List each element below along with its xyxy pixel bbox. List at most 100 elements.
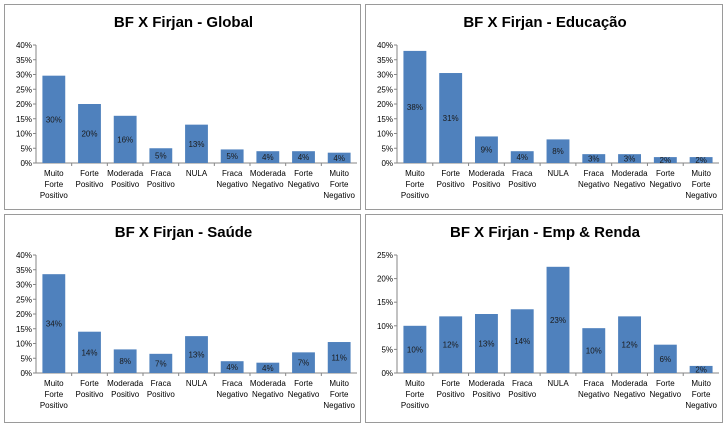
data-label: 4% <box>226 363 238 372</box>
y-tick-label: 0% <box>20 159 32 168</box>
y-tick-label: 15% <box>16 325 32 334</box>
x-category-label: Fraca Positivo <box>508 379 537 399</box>
y-tick-label: 10% <box>16 340 32 349</box>
x-category-label: Forte Positivo <box>437 169 466 189</box>
x-category-label: Forte Negativo <box>288 379 320 399</box>
data-label: 10% <box>586 347 602 356</box>
data-label: 3% <box>588 155 600 164</box>
bar <box>689 157 713 163</box>
y-tick-label: 15% <box>377 115 393 124</box>
data-label: 2% <box>695 365 707 374</box>
y-tick-label: 0% <box>381 159 393 168</box>
bar <box>42 75 66 163</box>
data-label: 16% <box>117 135 133 144</box>
chart-title: BF X Firjan - Educação <box>463 14 626 31</box>
x-category-label: Muito Forte Positivo <box>401 379 430 410</box>
y-tick-label: 20% <box>16 100 32 109</box>
bar <box>510 309 534 373</box>
bar <box>113 349 137 373</box>
x-category-label: Moderada Positivo <box>107 169 144 189</box>
y-tick-label: 30% <box>16 71 32 80</box>
chart-title: BF X Firjan - Global <box>114 14 253 31</box>
y-tick-label: 20% <box>377 100 393 109</box>
data-label: 23% <box>550 316 566 325</box>
y-tick-label: 10% <box>377 130 393 139</box>
x-category-label: Moderada Negativo <box>250 169 287 189</box>
chart-panel-emp-renda: BF X Firjan - Emp & Renda 0% 5% 10% 15% 20% 25… <box>365 214 723 423</box>
data-label: 8% <box>119 357 131 366</box>
data-label: 4% <box>516 153 528 162</box>
y-tick-label: 5% <box>20 354 32 363</box>
data-label: 10% <box>407 345 423 354</box>
y-tick-label: 5% <box>20 144 32 153</box>
data-label: 13% <box>478 340 494 349</box>
data-label: 11% <box>331 354 346 363</box>
bar <box>256 362 280 373</box>
bar <box>149 353 173 373</box>
x-category-label: Fraca Positivo <box>508 169 537 189</box>
x-category-label: Muito Forte Positivo <box>40 379 69 410</box>
data-label: 5% <box>226 152 238 161</box>
x-category-label: Forte Negativo <box>650 379 682 399</box>
x-category-label: Muito Forte Negativo <box>323 169 355 200</box>
x-category-label: Forte Positivo <box>75 169 104 189</box>
y-tick-label: 25% <box>16 295 32 304</box>
bar <box>439 73 463 163</box>
data-label: 9% <box>481 146 493 155</box>
chart-emp-renda: BF X Firjan - Emp & Renda 0% 5% 10% 15% 20% 25… <box>377 224 719 410</box>
bar <box>474 314 498 373</box>
bar <box>149 148 173 163</box>
chart-title: BF X Firjan - Saúde <box>115 224 253 241</box>
y-tick-label: 35% <box>16 266 32 275</box>
data-label: 14% <box>514 337 530 346</box>
bar <box>256 151 280 163</box>
data-label: 31% <box>443 114 459 123</box>
chart-panel-saude: BF X Firjan - Saúde 0% 5% 10% 15% 20% 25% 30% 35… <box>4 214 361 423</box>
data-label: 4% <box>333 154 345 163</box>
chart-global: BF X Firjan - Global 0% 5% 10% 15% 20% 25% 30% 3… <box>16 14 357 200</box>
bar <box>510 151 534 163</box>
y-tick-label: 40% <box>16 41 32 50</box>
x-category-label: Fraca Positivo <box>147 379 176 399</box>
y-tick-label: 15% <box>16 115 32 124</box>
data-label: 2% <box>660 156 672 165</box>
data-label: 13% <box>188 140 204 149</box>
bar <box>582 328 606 373</box>
bar <box>292 151 315 163</box>
x-category-label: Muito Forte Positivo <box>401 169 430 200</box>
bar <box>618 316 642 373</box>
chart-educacao: BF X Firjan - Educação 0% 5% 10% 15% 20% 25% 30… <box>377 14 719 200</box>
x-category-label: Moderada Negativo <box>612 169 649 189</box>
bar <box>185 124 208 163</box>
y-tick-label: 35% <box>377 56 393 65</box>
y-tick-label: 30% <box>377 71 393 80</box>
bar <box>546 266 570 373</box>
chart-saude: BF X Firjan - Saúde 0% 5% 10% 15% 20% 25% 30% 35… <box>16 224 357 410</box>
x-category-label: Fraca Negativo <box>216 169 248 189</box>
x-category-label: Muito Forte Negativo <box>685 169 717 200</box>
data-label: 38% <box>407 103 423 112</box>
x-category-label: Moderada Positivo <box>468 169 505 189</box>
y-tick-label: 25% <box>377 251 393 260</box>
x-category-label: NULA <box>547 169 569 178</box>
y-tick-label: 10% <box>377 322 393 331</box>
x-category-label: Moderada Positivo <box>468 379 505 399</box>
y-tick-label: 0% <box>20 369 32 378</box>
x-category-label: Forte Positivo <box>75 379 104 399</box>
y-tick-label: 20% <box>16 310 32 319</box>
x-category-label: Moderada Negativo <box>612 379 649 399</box>
data-label: 20% <box>81 130 97 139</box>
x-category-label: Forte Negativo <box>650 169 682 189</box>
x-category-label: Moderada Positivo <box>107 379 144 399</box>
bar <box>78 331 101 373</box>
bar <box>327 152 351 163</box>
data-label: 13% <box>188 351 204 360</box>
y-tick-label: 40% <box>16 251 32 260</box>
y-tick-label: 5% <box>381 345 393 354</box>
data-label: 5% <box>155 152 167 161</box>
bar <box>185 336 208 373</box>
bar <box>220 361 244 373</box>
x-category-label: Forte Negativo <box>288 169 320 189</box>
bar <box>439 316 463 373</box>
x-category-label: Muito Forte Positivo <box>40 169 69 200</box>
